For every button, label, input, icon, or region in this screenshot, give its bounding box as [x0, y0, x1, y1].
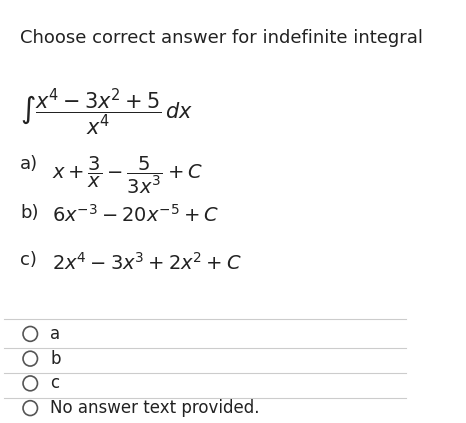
Text: c: c — [50, 374, 60, 393]
Text: b: b — [50, 350, 61, 368]
Text: $\int \dfrac{x^4 - 3x^2 + 5}{x^4}\, dx$: $\int \dfrac{x^4 - 3x^2 + 5}{x^4}\, dx$ — [20, 87, 194, 138]
Text: No answer text provided.: No answer text provided. — [50, 399, 260, 417]
Text: a): a) — [20, 155, 38, 173]
Text: c): c) — [20, 252, 37, 269]
Text: $2x^4 - 3x^3 + 2x^2 + C$: $2x^4 - 3x^3 + 2x^2 + C$ — [52, 252, 242, 273]
Text: Choose correct answer for indefinite integral: Choose correct answer for indefinite int… — [20, 29, 423, 47]
Text: a: a — [50, 325, 61, 343]
Text: $x + \dfrac{3}{x} - \dfrac{5}{3x^3} + C$: $x + \dfrac{3}{x} - \dfrac{5}{3x^3} + C$ — [52, 155, 203, 196]
Text: $6x^{-3} - 20x^{-5} + C$: $6x^{-3} - 20x^{-5} + C$ — [52, 204, 219, 226]
Text: b): b) — [20, 204, 39, 222]
